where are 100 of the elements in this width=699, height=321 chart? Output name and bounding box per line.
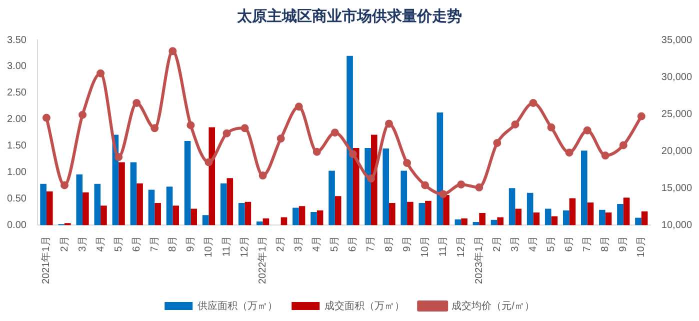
legend-label: 成交面积（万㎡） xyxy=(324,300,405,312)
bar xyxy=(346,56,353,226)
bar xyxy=(280,217,288,226)
point xyxy=(348,150,357,158)
y-tick-label: 1.50 xyxy=(6,140,27,152)
bar xyxy=(244,202,252,226)
point xyxy=(439,190,448,198)
bar xyxy=(461,218,468,226)
bar xyxy=(238,202,245,226)
bar xyxy=(256,221,263,226)
bar xyxy=(262,218,270,226)
bar xyxy=(40,184,46,226)
x-tick-label: 3月 xyxy=(294,236,305,252)
x-tick-label: 2月 xyxy=(276,236,287,252)
point xyxy=(619,141,628,150)
bar xyxy=(389,202,396,226)
x-tick-label: 9月 xyxy=(402,236,413,252)
y-tick-label: 3.00 xyxy=(6,61,27,72)
bar xyxy=(190,208,198,226)
point xyxy=(330,128,339,137)
y2-tick-label: 15,000 xyxy=(661,182,692,194)
x-tick-label: 7月 xyxy=(582,236,594,252)
bar xyxy=(443,195,450,226)
x-tick-label: 5月 xyxy=(330,236,341,252)
x-tick-label: 6月 xyxy=(131,236,142,252)
bar xyxy=(472,222,480,226)
point xyxy=(493,138,502,147)
point xyxy=(204,158,213,166)
bar xyxy=(617,204,624,226)
y2-tick-label: 20,000 xyxy=(661,146,692,157)
bar xyxy=(562,210,570,226)
bar xyxy=(515,208,522,226)
bar xyxy=(76,174,83,226)
x-tick-label: 2022年1月 xyxy=(256,236,269,284)
y-tick-label: 1.00 xyxy=(6,167,27,178)
point xyxy=(547,123,556,132)
x-tick-label: 11月 xyxy=(438,236,449,257)
bar xyxy=(118,162,125,226)
bar xyxy=(316,210,324,226)
bar xyxy=(526,192,534,226)
bar xyxy=(82,192,89,226)
y-tick-label: 0.00 xyxy=(6,220,27,231)
point xyxy=(168,47,177,56)
bar xyxy=(364,148,371,226)
x-tick-label: 10月 xyxy=(636,236,648,258)
point xyxy=(96,69,105,78)
point xyxy=(258,172,267,180)
point xyxy=(60,181,69,190)
point xyxy=(511,120,520,128)
point xyxy=(403,158,412,167)
y-tick-label: 2.50 xyxy=(6,88,27,99)
bar xyxy=(136,183,143,226)
x-tick-label: 3月 xyxy=(77,236,88,252)
x-tick-label: 5月 xyxy=(546,236,558,252)
bar xyxy=(298,206,306,226)
x-tick-label: 2月 xyxy=(492,236,503,252)
bar xyxy=(605,212,612,226)
x-tick-label: 10月 xyxy=(203,236,214,258)
bar xyxy=(425,200,432,226)
bar xyxy=(454,219,462,226)
x-tick-label: 8月 xyxy=(384,236,395,252)
y2-tick-label: 35,000 xyxy=(661,34,692,46)
x-tick-label: 9月 xyxy=(185,236,196,252)
point xyxy=(150,124,159,132)
bar xyxy=(220,183,227,226)
bar xyxy=(407,202,414,226)
legend-label: 成交均价（元/㎡） xyxy=(452,300,534,312)
bar xyxy=(490,220,498,226)
point xyxy=(186,121,195,130)
bar xyxy=(334,196,342,226)
y-tick-label: 3.50 xyxy=(6,34,27,46)
x-tick-label: 9月 xyxy=(618,236,630,252)
x-tick-label: 10月 xyxy=(420,236,431,258)
x-tick-label: 4月 xyxy=(528,236,539,252)
bar xyxy=(418,202,426,226)
point xyxy=(475,183,484,192)
x-tick-label: 3月 xyxy=(510,236,521,252)
y-tick-label: 2.00 xyxy=(6,114,27,126)
bar xyxy=(508,188,516,226)
y2-tick-label: 30,000 xyxy=(661,72,692,83)
bar xyxy=(202,215,209,226)
point xyxy=(421,181,430,190)
x-tick-label: 8月 xyxy=(167,236,178,252)
point xyxy=(240,124,249,132)
bar xyxy=(310,212,317,226)
point xyxy=(132,98,141,107)
point xyxy=(457,180,466,188)
point xyxy=(637,112,646,120)
x-tick-label: 6月 xyxy=(564,236,576,252)
bar xyxy=(623,198,630,226)
x-tick-label: 6月 xyxy=(348,236,359,252)
bar xyxy=(352,148,360,226)
bar xyxy=(94,184,101,226)
point xyxy=(294,102,303,111)
bar xyxy=(226,178,234,226)
bar xyxy=(569,198,576,226)
point xyxy=(222,129,231,138)
bar xyxy=(599,210,606,226)
bar xyxy=(551,216,558,226)
x-tick-label: 12月 xyxy=(456,236,467,258)
